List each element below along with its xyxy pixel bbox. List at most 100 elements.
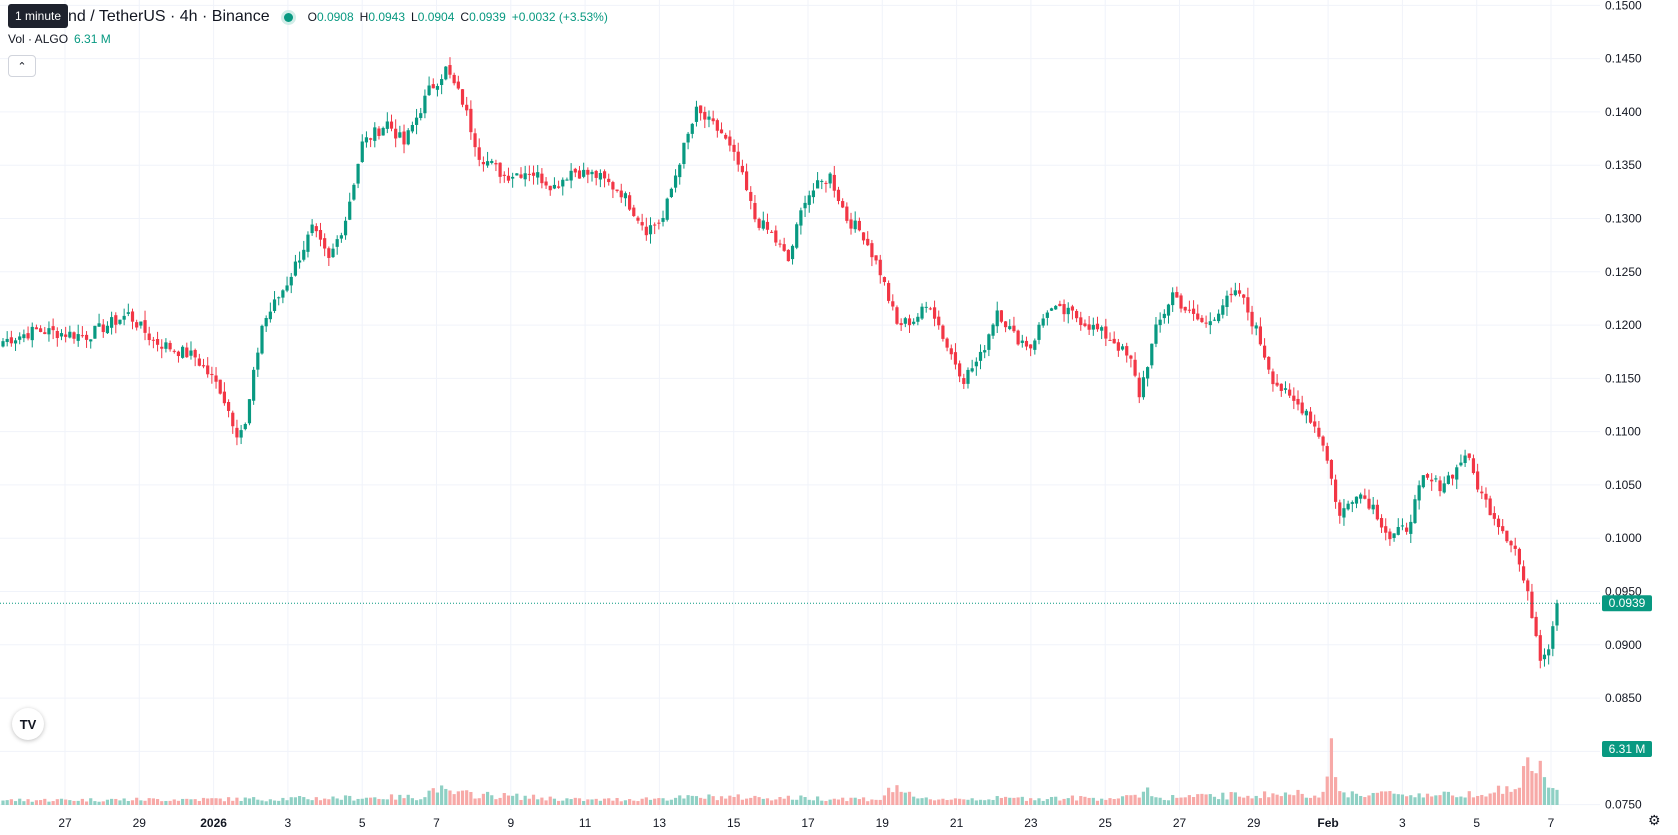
volume-bar: [912, 796, 916, 805]
volume-bar: [1200, 793, 1204, 805]
volume-bar: [9, 799, 13, 805]
candle-body: [364, 137, 369, 143]
candle-body: [607, 178, 611, 183]
volume-bar: [1551, 788, 1555, 805]
candle-body: [1041, 318, 1045, 326]
candle-body: [93, 325, 97, 339]
candle-body: [820, 180, 824, 182]
volume-bar: [1455, 797, 1459, 805]
candle-body: [402, 131, 406, 145]
candle-body: [1442, 483, 1446, 493]
candle-body: [824, 182, 828, 184]
volume-bar: [561, 800, 565, 805]
volume-bar: [1450, 795, 1455, 805]
volume-bar: [527, 798, 531, 805]
volume-bar: [444, 788, 448, 805]
candle-body: [1367, 498, 1371, 509]
volume-bar: [1095, 800, 1100, 805]
volume-bar: [110, 798, 114, 805]
candle-body: [1003, 321, 1008, 328]
candle-body: [778, 243, 782, 245]
x-tick-label: 5: [359, 816, 366, 830]
volume-bar: [665, 800, 669, 805]
volume-bar: [310, 800, 314, 805]
candle-body: [494, 163, 498, 165]
candle-body: [1133, 359, 1137, 376]
volume-bar: [427, 790, 431, 805]
candle-body: [932, 307, 937, 319]
volume-bar: [1141, 791, 1146, 805]
candle-body: [1141, 377, 1146, 398]
candle-body: [774, 230, 778, 243]
volume-bar: [1208, 794, 1212, 805]
candle-body: [531, 172, 536, 176]
gear-icon[interactable]: ⚙: [1648, 812, 1661, 828]
candle-body: [841, 201, 845, 208]
candle-body: [289, 276, 293, 286]
volume-bar: [1083, 796, 1087, 805]
candle-body: [1471, 458, 1476, 474]
candle-body: [949, 348, 953, 355]
volume-bar: [1045, 799, 1049, 805]
collapse-legend-button[interactable]: ⌃: [8, 55, 36, 77]
candle-body: [1258, 326, 1263, 345]
volume-bar: [51, 801, 55, 805]
volume-bar: [485, 791, 490, 805]
candle-body: [34, 327, 39, 330]
volume-bar: [1317, 797, 1321, 805]
volume-bar: [962, 799, 966, 805]
volume-bar: [1196, 794, 1200, 805]
volume-bar: [878, 799, 882, 805]
volume-bar: [114, 798, 118, 805]
volume-bar: [577, 798, 582, 805]
candle-body: [176, 351, 181, 357]
volume-bar: [172, 799, 176, 805]
candle-body: [440, 79, 444, 86]
volume-bar: [686, 795, 690, 805]
x-tick-label: 23: [1024, 816, 1038, 830]
volume-bar: [790, 799, 795, 805]
volume-bar: [1375, 792, 1379, 805]
candle-body: [782, 244, 786, 251]
volume-bar: [1471, 797, 1476, 805]
candle-body: [807, 195, 811, 205]
volume-bar: [749, 797, 753, 805]
candle-body: [1146, 367, 1150, 379]
candle-body: [1262, 345, 1267, 358]
candle-body: [1434, 478, 1438, 480]
volume-bar: [277, 800, 281, 805]
volume-bar: [189, 799, 193, 805]
candle-body: [920, 306, 924, 319]
volume-bar: [1288, 794, 1292, 805]
volume-bar: [38, 800, 43, 805]
volume-bar: [30, 801, 34, 805]
x-tick-label: 7: [1548, 816, 1555, 830]
volume-bar: [268, 799, 272, 805]
candle-body: [598, 173, 602, 180]
candle-body: [1125, 346, 1129, 356]
volume-bar: [1162, 799, 1166, 805]
volume-bar: [1146, 787, 1150, 805]
y-tick-label: 0.0900: [1605, 638, 1642, 652]
volume-legend[interactable]: Vol · ALGO 6.31 M: [8, 32, 111, 46]
candle-body: [1455, 467, 1459, 480]
candle-body: [707, 116, 711, 120]
volume-bar: [1029, 798, 1033, 805]
candle-body: [498, 162, 502, 177]
change-value: +0.0032 (+3.53%): [511, 10, 608, 24]
volume-bar: [193, 799, 197, 805]
volume-bar: [1267, 797, 1271, 805]
volume-bar: [761, 798, 765, 805]
symbol-title[interactable]: nd / TetherUS · 4h · Binance: [68, 8, 270, 25]
tradingview-logo[interactable]: TV: [12, 708, 44, 740]
volume-bar: [389, 794, 394, 805]
candle-body: [916, 316, 920, 322]
candle-body: [732, 144, 736, 152]
candle-body: [201, 365, 206, 367]
candle-body: [1191, 308, 1196, 314]
candle-body: [247, 399, 252, 424]
candle-body: [1488, 498, 1492, 516]
market-status-icon: [283, 12, 293, 22]
volume-bar: [845, 801, 849, 805]
